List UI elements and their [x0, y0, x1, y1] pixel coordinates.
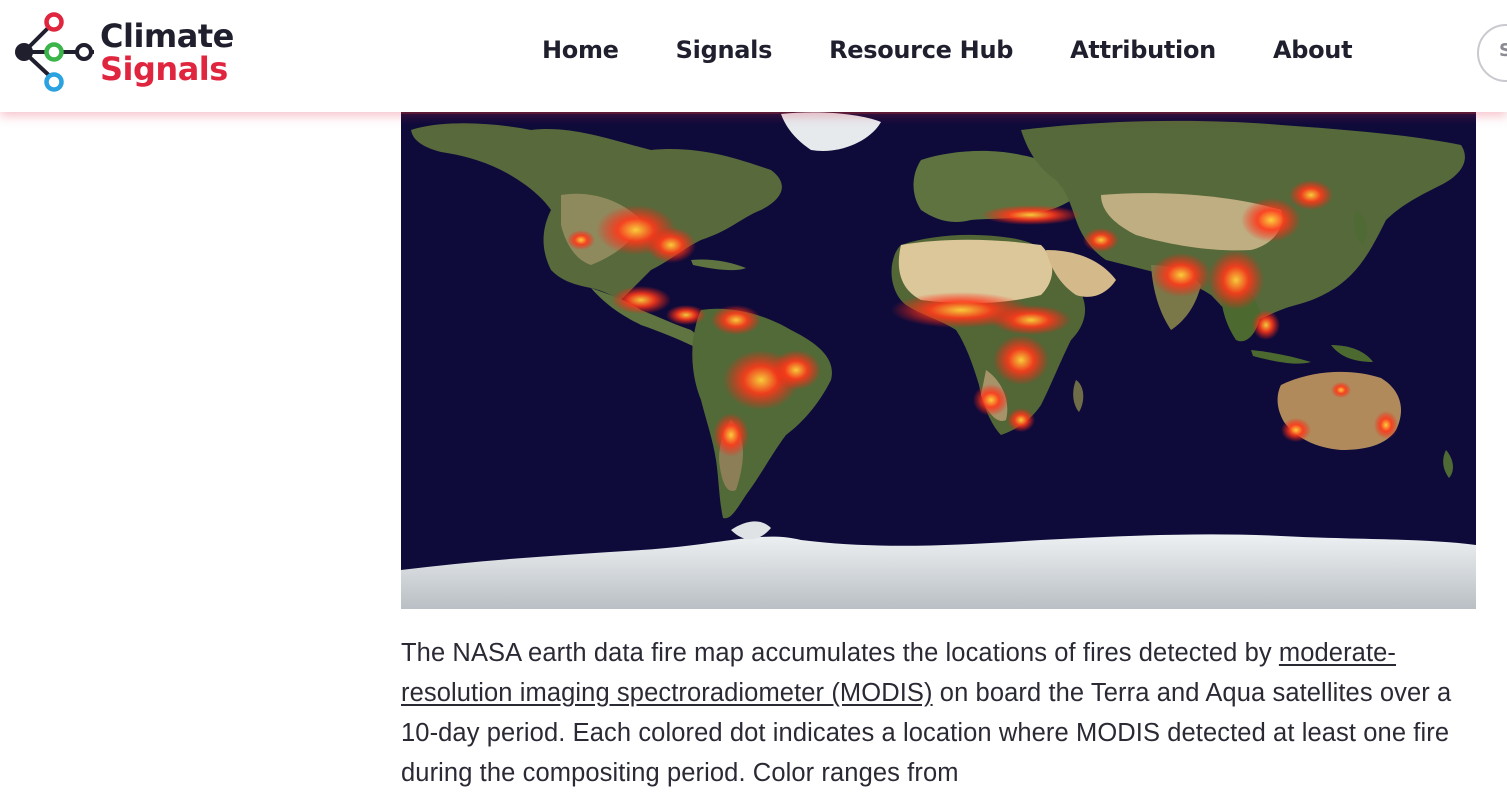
map-land-europe: [913, 150, 1081, 222]
site-logo[interactable]: Climate Signals: [14, 12, 254, 94]
logo-wordmark: Climate Signals: [100, 20, 234, 86]
nav-signals[interactable]: Signals: [675, 36, 773, 64]
nav-about[interactable]: About: [1272, 36, 1353, 64]
nav-attribution[interactable]: Attribution: [1070, 36, 1216, 64]
search-button-label: S: [1499, 40, 1507, 61]
article-text-before-link: The NASA earth data fire map accumulates…: [401, 639, 1279, 667]
logo-text-signals: Signals: [100, 50, 228, 88]
nav-resource-hub[interactable]: Resource Hub: [829, 36, 1014, 64]
site-header: Climate Signals Home Signals Resource Hu…: [0, 0, 1507, 112]
fire-detections: [567, 180, 1398, 457]
nav-home[interactable]: Home: [542, 36, 619, 64]
logo-text-climate: Climate: [100, 17, 234, 55]
search-button[interactable]: S: [1477, 24, 1507, 82]
modis-link[interactable]: moderate-resolution imaging spectroradio…: [401, 639, 1397, 707]
main-nav: Home Signals Resource Hub Attribution Ab…: [542, 36, 1409, 64]
article-text-after-link: on board the Terra and Aqua satellites o…: [401, 679, 1452, 787]
world-fire-map: [401, 100, 1476, 609]
fire-map-image: [401, 100, 1476, 609]
map-land-antarctica: [401, 534, 1476, 609]
article-paragraph: The NASA earth data fire map accumulates…: [401, 633, 1461, 793]
logo-network-icon: [15, 12, 94, 92]
